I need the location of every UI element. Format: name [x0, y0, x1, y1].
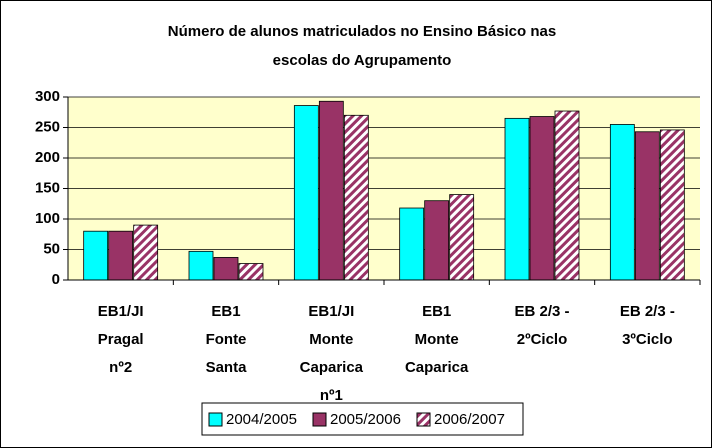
bar	[504, 117, 530, 281]
bar	[133, 224, 159, 281]
legend-label: 2005/2006	[330, 411, 401, 428]
x-tick-label: 2ºCiclo	[517, 331, 568, 348]
y-tick-label: 250	[35, 118, 60, 135]
x-tick-label: EB1	[211, 303, 240, 320]
bar	[634, 131, 660, 281]
x-tick-label: EB 2/3 -	[620, 303, 675, 320]
bar	[529, 116, 555, 281]
y-tick-label: 150	[35, 179, 60, 196]
bar	[188, 250, 214, 281]
legend-swatch	[208, 412, 223, 427]
chart-title: escolas do Agrupamento	[273, 52, 452, 69]
bar	[83, 230, 109, 281]
x-tick-label: nº1	[320, 387, 343, 404]
legend-label: 2006/2007	[434, 411, 505, 428]
x-tick-label: Santa	[206, 359, 248, 376]
x-tick-label: 3ºCiclo	[622, 331, 673, 348]
y-tick-label: 100	[35, 210, 60, 227]
x-tick-label: Monte	[415, 331, 459, 348]
bar	[238, 263, 264, 281]
x-tick-label: EB1	[422, 303, 451, 320]
legend-swatch	[312, 412, 327, 427]
bar	[343, 114, 369, 281]
bar	[554, 110, 580, 281]
x-tick-label: nº2	[109, 359, 132, 376]
legend-swatch	[416, 412, 431, 427]
y-tick-label: 300	[35, 88, 60, 105]
bar	[609, 124, 635, 281]
legend-label: 2004/2005	[226, 411, 297, 428]
y-tick-label: 0	[52, 271, 60, 288]
bar	[399, 207, 425, 281]
bar	[424, 200, 450, 281]
x-tick-label: EB 2/3 -	[514, 303, 569, 320]
bar	[318, 100, 344, 281]
x-tick-label: Monte	[309, 331, 353, 348]
y-tick-label: 50	[43, 240, 60, 257]
bar	[213, 257, 239, 281]
bar	[659, 129, 685, 281]
x-tick-label: Caparica	[405, 359, 469, 376]
x-tick-label: Fonte	[206, 331, 247, 348]
y-tick-label: 200	[35, 149, 60, 166]
chart-title: Número de alunos matriculados no Ensino …	[168, 23, 556, 40]
x-tick-label: Pragal	[98, 331, 144, 348]
x-tick-label: EB1/JI	[98, 303, 144, 320]
bar	[449, 194, 475, 281]
bar	[108, 230, 134, 281]
x-tick-label: EB1/JI	[308, 303, 354, 320]
x-tick-label: Caparica	[300, 359, 364, 376]
legend	[201, 402, 524, 436]
bar	[293, 105, 319, 281]
